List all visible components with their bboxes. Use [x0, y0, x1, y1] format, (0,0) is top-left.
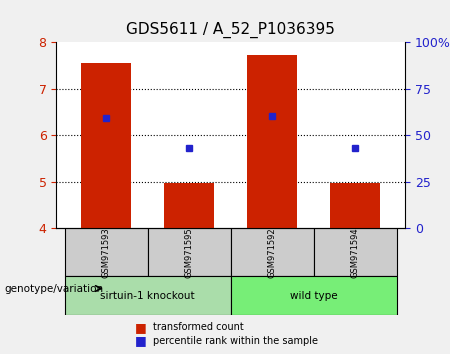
- Text: ■: ■: [135, 321, 147, 334]
- Text: wild type: wild type: [290, 291, 338, 301]
- Bar: [81, 63, 131, 228]
- Title: GDS5611 / A_52_P1036395: GDS5611 / A_52_P1036395: [126, 22, 335, 38]
- Text: genotype/variation: genotype/variation: [4, 284, 104, 293]
- Text: GSM971593: GSM971593: [102, 227, 111, 278]
- FancyBboxPatch shape: [148, 228, 230, 276]
- Bar: [247, 56, 297, 228]
- FancyBboxPatch shape: [230, 276, 397, 315]
- FancyBboxPatch shape: [314, 228, 397, 276]
- Text: ■: ■: [135, 334, 147, 347]
- FancyBboxPatch shape: [64, 276, 230, 315]
- FancyBboxPatch shape: [230, 228, 314, 276]
- Text: GSM971594: GSM971594: [351, 227, 360, 278]
- Text: sirtuin-1 knockout: sirtuin-1 knockout: [100, 291, 195, 301]
- Text: transformed count: transformed count: [153, 322, 244, 332]
- Text: percentile rank within the sample: percentile rank within the sample: [153, 336, 318, 346]
- Text: GSM971592: GSM971592: [268, 227, 277, 278]
- Text: GSM971595: GSM971595: [184, 227, 194, 278]
- Bar: [164, 183, 214, 228]
- Bar: [330, 183, 380, 228]
- FancyBboxPatch shape: [64, 228, 148, 276]
